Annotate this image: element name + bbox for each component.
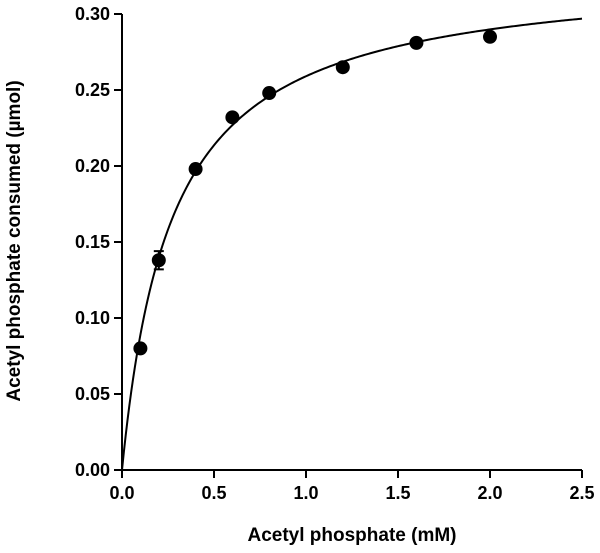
y-tick-label: 0.25 (75, 80, 110, 100)
fit-curve-layer (121, 17, 583, 471)
data-point (409, 35, 424, 50)
data-point (133, 341, 148, 356)
data-point (151, 253, 166, 268)
y-tick-label: 0.05 (75, 384, 110, 404)
y-axis-title: Acetyl phosphate consumed (µmol) (4, 80, 25, 401)
x-tick-label: 2.5 (569, 483, 594, 503)
x-tick-label: 1.5 (385, 483, 410, 503)
data-point (225, 110, 240, 125)
y-tick-label: 0.10 (75, 308, 110, 328)
data-point (188, 162, 203, 177)
x-tick-label: 2.0 (477, 483, 502, 503)
y-tick-label: 0.20 (75, 156, 110, 176)
x-axis-title: Acetyl phosphate (mM) (247, 525, 456, 546)
x-tick-label: 1.0 (293, 483, 318, 503)
data-point (483, 29, 497, 44)
y-tick-label: 0.30 (75, 4, 110, 24)
y-tick-label: 0.15 (75, 232, 110, 252)
x-tick-label: 0.0 (109, 483, 134, 503)
x-tick-label: 0.5 (201, 483, 226, 503)
data-points (133, 29, 497, 356)
axes: 0.0 0.5 1.0 1.5 2.0 2.5 0.00 0.05 0.10 0.15 0.20 0.… (75, 4, 595, 503)
data-point (262, 86, 277, 101)
y-tick-label: 0.00 (75, 460, 110, 480)
data-point (335, 60, 350, 75)
fit-curve (121, 17, 583, 471)
